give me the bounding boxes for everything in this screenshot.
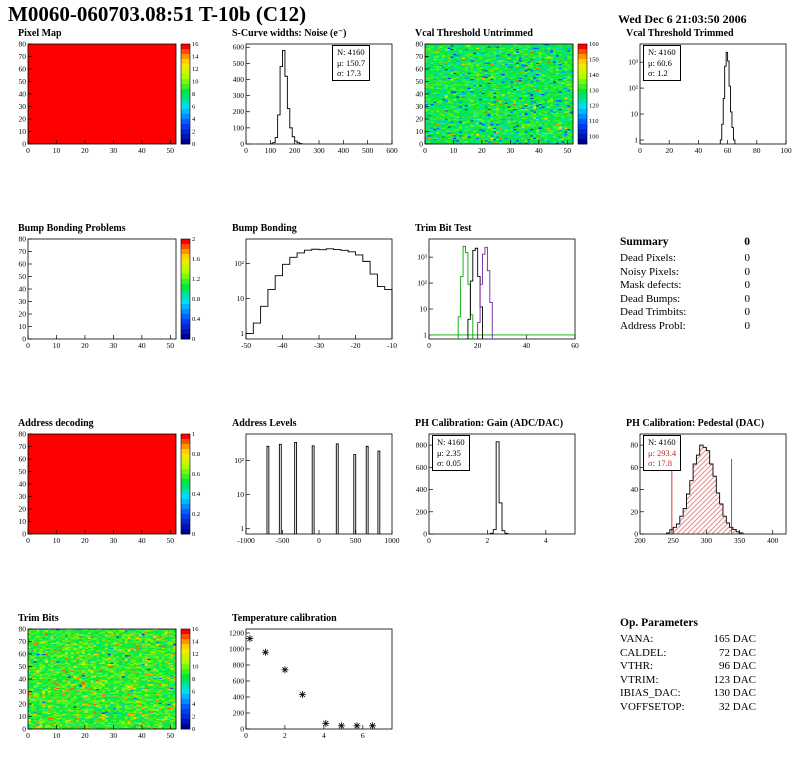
stat-mu: μ: 2.35 bbox=[437, 447, 461, 458]
address-levels-histogram bbox=[222, 430, 402, 552]
summary-label: Dead Pixels: bbox=[620, 252, 676, 264]
summary-row: Dead Trimbits: 0 bbox=[620, 306, 750, 320]
stat-mu: μ: 60.6 bbox=[648, 57, 672, 68]
summary-value: 0 bbox=[744, 265, 751, 278]
summary-block: Summary 0 Dead Pixels: 0 Noisy Pixels: 0… bbox=[620, 236, 750, 333]
summary-value: 0 bbox=[744, 279, 751, 291]
op-parameter-value: 72 DAC bbox=[719, 646, 756, 659]
summary-label: Address Probl: bbox=[620, 319, 686, 332]
stat-n: N: 4160 bbox=[337, 47, 365, 57]
stats-box: N: 4160 μ: 2.35 σ: 0.05 bbox=[432, 435, 470, 471]
summary-row: Mask defects: 0 bbox=[620, 279, 750, 293]
op-parameter-label: VOFFSETOP: bbox=[620, 700, 685, 713]
bump-bonding-histogram bbox=[222, 235, 402, 357]
plot-title: Pixel Map bbox=[18, 28, 62, 39]
op-parameter-row: VANA: 165 DAC bbox=[620, 633, 756, 647]
op-parameter-value: 96 DAC bbox=[719, 660, 756, 672]
plot-title: Trim Bit Test bbox=[415, 223, 472, 234]
stat-sigma: σ: 17.3 bbox=[337, 68, 361, 78]
op-parameter-label: VANA: bbox=[620, 633, 654, 645]
plot-title: Vcal Threshold Trimmed bbox=[626, 28, 734, 39]
summary-row: Dead Pixels: 0 bbox=[620, 252, 750, 266]
plot-title: Bump Bonding Problems bbox=[18, 223, 126, 234]
stat-mu: μ: 293.4 bbox=[648, 447, 677, 458]
summary-label: Noisy Pixels: bbox=[620, 265, 679, 278]
op-parameter-row: VTRIM: 123 DAC bbox=[620, 674, 756, 688]
op-parameter-value: 123 DAC bbox=[713, 673, 756, 686]
stat-sigma: σ: 1.2 bbox=[648, 68, 668, 78]
temperature-calibration-scatter bbox=[222, 625, 402, 747]
op-parameter-label: VTRIM: bbox=[620, 673, 659, 686]
stat-mu: μ: 150.7 bbox=[337, 57, 366, 68]
stat-n: N: 4160 bbox=[648, 47, 676, 57]
op-parameter-value: 165 DAC bbox=[713, 633, 756, 645]
stat-sigma: σ: 17.8 bbox=[648, 458, 672, 468]
summary-label: Mask defects: bbox=[620, 279, 682, 291]
stats-box: N: 4160 μ: 150.7 σ: 17.3 bbox=[332, 45, 371, 81]
plot-title: Address Levels bbox=[232, 418, 297, 429]
plot-title: PH Calibration: Pedestal (DAC) bbox=[626, 418, 765, 429]
scurve-noise-histogram bbox=[222, 40, 402, 162]
op-parameter-value: 32 DAC bbox=[719, 700, 756, 713]
summary-value: 0 bbox=[744, 252, 751, 264]
op-parameter-row: CALDEL: 72 DAC bbox=[620, 647, 756, 661]
stats-box: N: 4160 μ: 60.6 σ: 1.2 bbox=[643, 45, 681, 81]
plot-title: Temperature calibration bbox=[232, 613, 337, 624]
op-parameter-row: VTHR: 96 DAC bbox=[620, 660, 756, 674]
plot-title: Vcal Threshold Untrimmed bbox=[415, 28, 533, 39]
summary-value: 0 bbox=[744, 306, 751, 318]
address-decoding-heatmap bbox=[8, 430, 218, 552]
summary-value: 0 bbox=[744, 292, 751, 305]
plot-title: Bump Bonding bbox=[232, 223, 297, 234]
plot-title: PH Calibration: Gain (ADC/DAC) bbox=[415, 418, 564, 429]
op-parameters-heading: Op. Parameters bbox=[620, 617, 698, 629]
op-parameter-label: CALDEL: bbox=[620, 646, 667, 659]
summary-value: 0 bbox=[744, 319, 751, 332]
trim-bit-test-histogram bbox=[405, 235, 585, 357]
op-parameter-label: VTHR: bbox=[620, 660, 653, 672]
summary-row: Address Probl: 0 bbox=[620, 320, 750, 334]
timestamp: Wed Dec 6 21:03:50 2006 bbox=[618, 12, 747, 26]
summary-total: 0 bbox=[744, 236, 750, 248]
summary-label: Dead Trimbits: bbox=[620, 306, 687, 318]
stat-n: N: 4160 bbox=[437, 437, 465, 447]
op-parameter-label: IBIAS_DAC: bbox=[620, 687, 681, 699]
pixel-map-heatmap bbox=[8, 40, 218, 162]
summary-row: Noisy Pixels: 0 bbox=[620, 266, 750, 280]
plot-title: Address decoding bbox=[18, 418, 94, 429]
plot-title: S-Curve widths: Noise (e⁻) bbox=[232, 28, 347, 39]
page-title: M0060-060703.08:51 T-10b (C12) bbox=[8, 2, 307, 26]
op-parameters-block: Op. Parameters VANA: 165 DAC CALDEL: 72 … bbox=[620, 617, 756, 714]
summary-heading: Summary bbox=[620, 236, 669, 248]
stat-sigma: σ: 0.05 bbox=[437, 458, 461, 468]
op-parameter-row: VOFFSETOP: 32 DAC bbox=[620, 701, 756, 715]
summary-row: Dead Bumps: 0 bbox=[620, 293, 750, 307]
summary-label: Dead Bumps: bbox=[620, 292, 681, 305]
stat-n: N: 4160 bbox=[648, 437, 676, 447]
vcal-untrimmed-heatmap bbox=[405, 40, 615, 162]
plot-title: Trim Bits bbox=[18, 613, 59, 624]
trim-bits-heatmap bbox=[8, 625, 218, 747]
bump-problems-heatmap bbox=[8, 235, 218, 357]
op-parameter-value: 130 DAC bbox=[713, 687, 756, 699]
stats-box: N: 4160 μ: 293.4 σ: 17.8 bbox=[643, 435, 682, 471]
op-parameter-row: IBIAS_DAC: 130 DAC bbox=[620, 687, 756, 701]
